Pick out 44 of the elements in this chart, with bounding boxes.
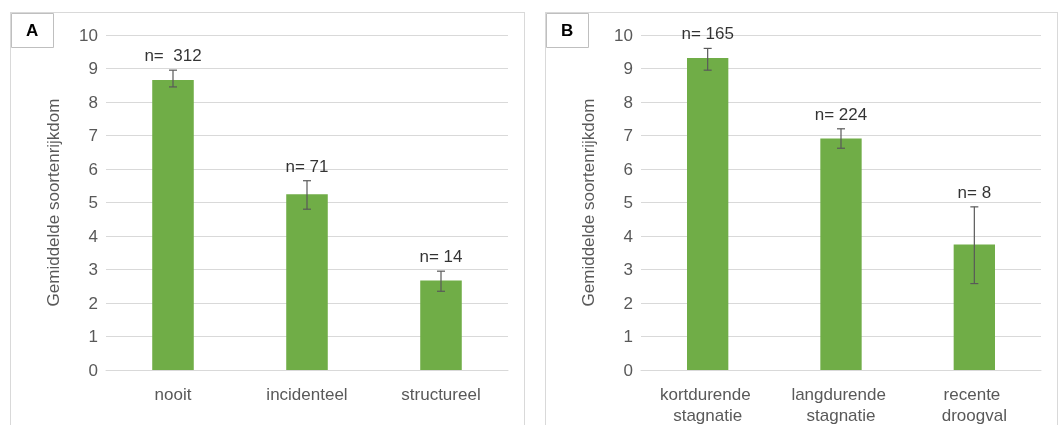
chart-title: A [26, 21, 39, 40]
x-tick-label: incidenteel [266, 385, 348, 404]
y-tick-label: 0 [623, 360, 633, 380]
y-tick-label: 3 [623, 260, 633, 279]
y-tick-label: 9 [623, 59, 633, 78]
y-axis-title: Gemiddelde soortenrijkdom [44, 98, 63, 307]
y-tick-label: 1 [88, 327, 98, 346]
bar [820, 138, 862, 370]
y-tick-label: 4 [88, 226, 98, 246]
bar [953, 244, 995, 370]
y-tick-label: 8 [623, 92, 633, 112]
y-tick-label: 6 [623, 159, 633, 179]
y-tick-label: 2 [623, 293, 633, 313]
y-tick-label: 4 [623, 226, 633, 246]
annotation: n= 165 [681, 24, 734, 44]
y-tick-label: 0 [88, 360, 98, 380]
y-tick-label: 10 [79, 25, 98, 45]
annotation: n= 224 [814, 104, 868, 124]
bar [687, 58, 729, 370]
bar [420, 280, 462, 370]
y-axis-title: Gemiddelde soortenrijkdom [579, 98, 598, 307]
y-tick-label: 7 [623, 126, 633, 145]
x-tick-label: langdurende stagnatie [791, 385, 891, 425]
bar [286, 194, 328, 370]
y-tick-label: 6 [88, 159, 98, 179]
annotation: n= 71 [285, 156, 329, 176]
x-tick-label: structureel [401, 385, 481, 404]
chart-title: B [561, 21, 574, 40]
y-tick-label: 5 [88, 193, 98, 212]
annotation: n= 312 [144, 46, 202, 66]
y-tick-label: 1 [623, 327, 633, 346]
y-tick-label: 8 [88, 92, 98, 112]
x-tick-label: kortdurende stagnatie [659, 385, 756, 425]
y-tick-label: 9 [88, 59, 98, 78]
x-tick-label: nooit [154, 385, 192, 404]
y-tick-label: 5 [623, 193, 633, 212]
annotation: n= 8 [957, 182, 992, 202]
y-tick-label: 2 [88, 293, 98, 313]
y-tick-label: 10 [614, 25, 633, 45]
bar [152, 79, 194, 370]
x-tick-label: recente droogval [941, 385, 1007, 425]
y-tick-label: 3 [88, 260, 98, 279]
annotation: n= 14 [419, 247, 463, 267]
y-tick-label: 7 [88, 126, 98, 145]
